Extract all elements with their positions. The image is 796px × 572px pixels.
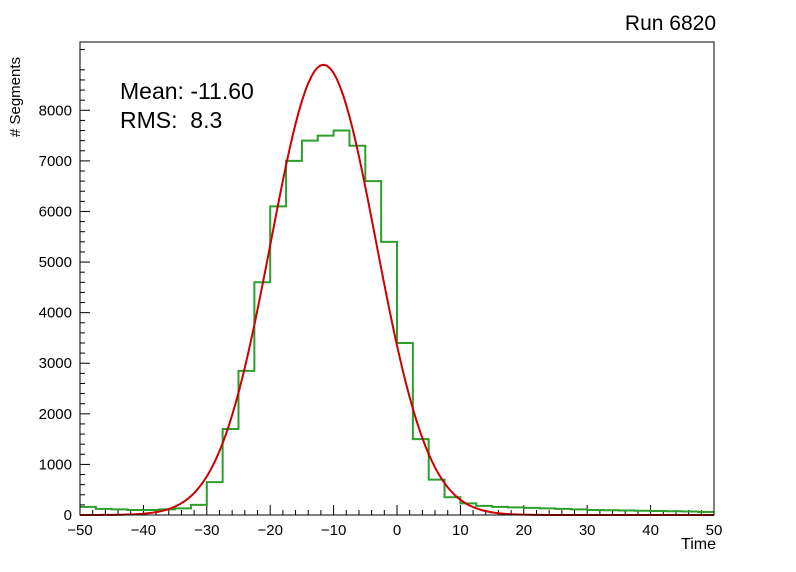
x-tick-label: 0 xyxy=(393,522,401,539)
y-tick-label: 1000 xyxy=(39,456,72,473)
chart-title: Run 6820 xyxy=(624,12,716,35)
x-axis-label: Time xyxy=(681,536,716,553)
stats-mean: Mean: -11.60 xyxy=(120,78,254,104)
histogram-series xyxy=(80,129,714,513)
y-tick-label: 8000 xyxy=(39,102,72,119)
y-tick-label: 4000 xyxy=(39,305,72,322)
x-tick-label: 10 xyxy=(452,522,469,539)
y-tick-label: 6000 xyxy=(39,203,72,220)
x-tick-label: −50 xyxy=(67,522,92,539)
y-axis-label: # Segments xyxy=(7,56,24,138)
y-tick-label: 3000 xyxy=(39,355,72,372)
x-tick-label: −30 xyxy=(194,522,219,539)
y-tick-label: 0 xyxy=(64,507,72,524)
y-tick-label: 5000 xyxy=(39,254,72,271)
x-tick-label: −20 xyxy=(257,522,282,539)
y-tick-label: 7000 xyxy=(39,153,72,170)
plot-frame xyxy=(79,41,715,516)
x-tick-label: −10 xyxy=(321,522,346,539)
x-tick-label: 50 xyxy=(706,522,723,539)
stats-rms: RMS: 8.3 xyxy=(120,107,223,133)
x-tick-label: −40 xyxy=(131,522,156,539)
x-tick-label: 40 xyxy=(642,522,659,539)
x-tick-label: 30 xyxy=(579,522,596,539)
y-tick-label: 2000 xyxy=(39,406,72,423)
x-tick-label: 20 xyxy=(515,522,532,539)
